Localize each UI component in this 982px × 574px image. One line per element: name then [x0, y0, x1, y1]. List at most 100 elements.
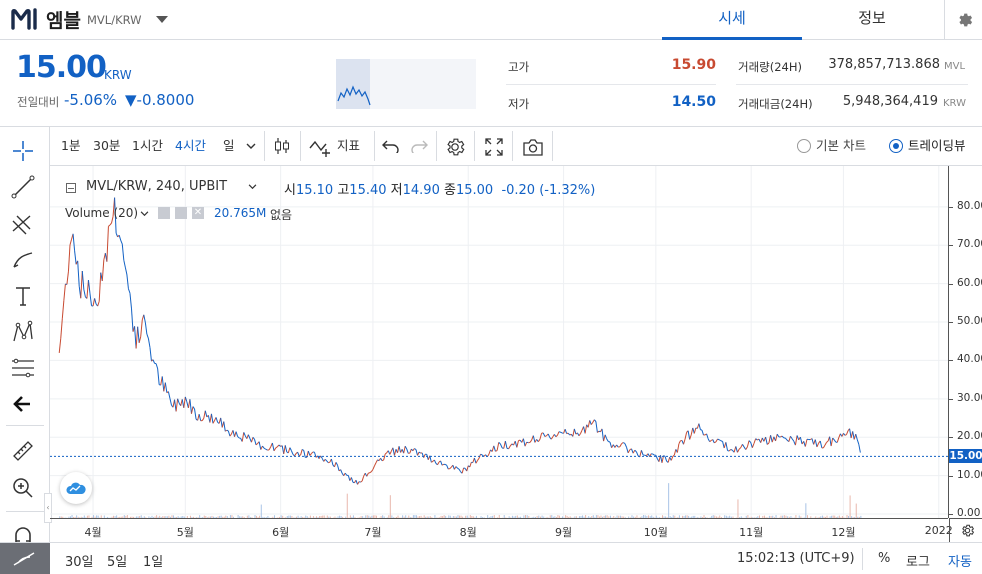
close-icon[interactable]: ✕: [192, 207, 204, 219]
y-tick-mark: [949, 284, 953, 285]
interval-1h[interactable]: 1시간: [132, 127, 163, 165]
price-segment: [276, 447, 278, 448]
price-segment: [328, 462, 330, 463]
price-segment: [716, 439, 718, 442]
camera-icon[interactable]: [522, 137, 544, 157]
text-tool-icon[interactable]: [10, 283, 36, 309]
arrow-left-icon[interactable]: [10, 391, 36, 417]
header: 엠블 MVL/KRW 시세 정보: [0, 0, 982, 40]
low-value: 14.50: [616, 94, 716, 110]
price-segment: [699, 424, 701, 430]
price-segment: [136, 327, 138, 349]
hide-drawings-button[interactable]: [0, 543, 50, 574]
clock[interactable]: 15:02:13 (UTC+9): [737, 551, 855, 566]
tradingview-label[interactable]: 트레이딩뷰: [908, 127, 966, 165]
price-segment: [604, 435, 606, 441]
ruler-icon[interactable]: [10, 438, 36, 464]
settings-small-icon[interactable]: [175, 207, 187, 219]
minus-glyph: [68, 188, 74, 189]
price-segment: [125, 267, 127, 274]
low-label: 저가: [508, 96, 529, 112]
price-segment: [224, 422, 226, 432]
candle-type-icon[interactable]: [272, 136, 292, 156]
price-segment: [771, 435, 773, 442]
price-segment: [148, 338, 150, 347]
price-segment: [579, 434, 581, 436]
price-segment: [767, 443, 769, 445]
chevron-down-icon[interactable]: [156, 16, 168, 23]
brush-icon[interactable]: [10, 247, 36, 273]
price-segment: [533, 436, 535, 443]
change-label: 전일대비: [17, 94, 59, 110]
price-segment: [499, 442, 501, 444]
price-segment: [447, 465, 449, 469]
tradingview-logo[interactable]: [60, 472, 92, 504]
tab-price[interactable]: 시세: [662, 0, 802, 40]
price-segment: [607, 439, 609, 442]
redo-icon[interactable]: [410, 139, 428, 153]
range-30d[interactable]: 30일: [65, 551, 94, 570]
fullscreen-icon[interactable]: [484, 137, 504, 157]
interval-1d[interactable]: 일: [223, 127, 235, 165]
price-segment: [736, 446, 738, 452]
price-segment: [509, 446, 511, 449]
price-segment: [338, 465, 340, 471]
interval-30m[interactable]: 30분: [93, 127, 120, 165]
settings-icon[interactable]: [444, 136, 466, 158]
price-segment: [341, 470, 343, 474]
collapse-legend-icon[interactable]: [66, 183, 76, 193]
price-segment: [769, 435, 771, 443]
trend-line-icon[interactable]: [10, 174, 36, 200]
price-segment: [456, 467, 458, 469]
price-segment: [84, 289, 86, 296]
fibonacci-icon[interactable]: [10, 355, 36, 381]
tab-info[interactable]: 정보: [802, 0, 942, 40]
eye-icon[interactable]: [158, 207, 170, 219]
chevron-down-icon[interactable]: [246, 143, 256, 150]
price-axis[interactable]: 80.0070.0060.0050.0040.0030.0020.0010.00…: [948, 166, 982, 518]
price-segment: [227, 430, 229, 431]
basic-chart-label[interactable]: 기본 차트: [816, 127, 866, 165]
price-segment: [277, 445, 279, 447]
radio-tradingview[interactable]: [889, 139, 903, 153]
range-1d[interactable]: 1일: [143, 551, 163, 570]
price-segment: [837, 438, 839, 443]
crosshair-icon[interactable]: [10, 138, 36, 164]
y-tick-label: 30.00: [957, 392, 982, 404]
gear-icon: [956, 11, 974, 29]
volume-legend[interactable]: Volume (20): [65, 206, 138, 220]
auto-toggle[interactable]: 자동: [948, 551, 972, 570]
legend-symbol[interactable]: MVL/KRW, 240, UPBIT: [86, 179, 227, 194]
interval-4h[interactable]: 4시간: [175, 127, 206, 165]
price-segment: [261, 446, 263, 450]
change-rate: -5.06%: [64, 91, 117, 109]
range-5d[interactable]: 5일: [107, 551, 127, 570]
chevron-down-icon[interactable]: [248, 184, 257, 190]
percent-toggle[interactable]: %: [878, 551, 890, 566]
axis-settings[interactable]: [949, 518, 982, 542]
price-segment: [381, 458, 383, 461]
price-segment: [298, 452, 300, 456]
pitchfork-icon[interactable]: [10, 211, 36, 237]
price-segment: [573, 429, 575, 437]
x-tick-label: 9월: [555, 524, 572, 540]
undo-icon[interactable]: [382, 139, 400, 153]
chevron-down-icon[interactable]: [140, 211, 149, 217]
indicator-icon[interactable]: [308, 136, 332, 158]
settings-button[interactable]: [944, 0, 982, 40]
price-segment: [679, 441, 681, 444]
price-segment: [405, 446, 407, 449]
price-segment: [414, 449, 416, 450]
price-segment: [390, 451, 392, 454]
divider: [264, 131, 265, 161]
zoom-in-icon[interactable]: [10, 475, 36, 501]
divider: [512, 131, 513, 161]
price-segment: [202, 418, 204, 420]
indicator-button[interactable]: 지표: [337, 127, 360, 165]
volume-bar: [261, 505, 262, 518]
radio-basic-chart[interactable]: [797, 139, 811, 153]
interval-1m[interactable]: 1분: [61, 127, 80, 165]
log-toggle[interactable]: 로그: [906, 551, 930, 570]
pattern-icon[interactable]: [10, 319, 36, 345]
